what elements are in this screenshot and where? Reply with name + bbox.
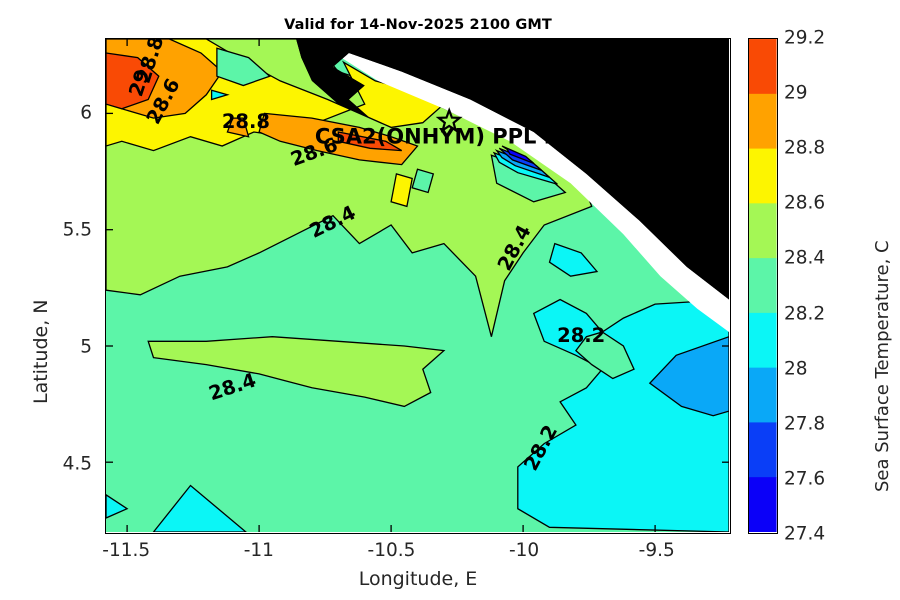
sst-region-29.0-sliver <box>337 131 403 152</box>
y-tick-1: 5.5 <box>62 219 92 241</box>
sst-region-27.4-upwelling <box>501 145 535 165</box>
colorbar-band-27.4 <box>749 477 777 532</box>
colorbar-tick-0: 29.2 <box>784 27 826 49</box>
colorbar-label: Sea Surface Temperature, C <box>872 240 893 492</box>
colorbar-band-28.4 <box>749 203 777 259</box>
contour-label-3: 28.8 <box>222 110 270 133</box>
colorbar-tick-2: 28.8 <box>784 137 826 159</box>
sst-region-28.0-speck <box>210 89 230 101</box>
sst-region-28.2-nw-patch <box>216 47 271 87</box>
sst-region-28.0-sw <box>152 484 247 532</box>
x-tick-4: -9.5 <box>638 540 675 561</box>
sst-region-28.0-coastpatch <box>548 242 599 277</box>
colorbar-tick-7: 27.8 <box>784 413 826 435</box>
sst-region-28.6-sliver <box>390 173 413 208</box>
colorbar-band-28 <box>749 312 777 369</box>
colorbar-band-27.8 <box>749 367 777 424</box>
sst-region-28.4-south <box>147 336 446 408</box>
x-tick-1: -11 <box>243 540 274 561</box>
y-axis-label: Latitude, N <box>30 299 52 405</box>
colorbar-band-27.6 <box>749 422 777 478</box>
sst-region-29.0-core <box>106 52 160 110</box>
sst-region-28.8-triangle <box>226 117 250 138</box>
x-tick-3: -10 <box>508 540 540 561</box>
x-tick-2: -10.5 <box>367 540 416 561</box>
colorbar-tick-3: 28.6 <box>784 192 826 214</box>
colorbar-band-28.6 <box>749 148 777 204</box>
colorbar-tick-9: 27.4 <box>784 523 826 545</box>
colorbar-tick-8: 27.6 <box>784 468 826 490</box>
y-tick-3: 4.5 <box>62 453 92 475</box>
star-marker <box>435 107 463 133</box>
sst-region-28.2-notch <box>411 168 435 194</box>
colorbar-band-28.8 <box>749 93 777 150</box>
sst-region-28.2-inlet <box>575 331 635 380</box>
colorbar-tick-4: 28.4 <box>784 247 826 269</box>
colorbar-band-29 <box>749 39 777 95</box>
colorbar-band-28.2 <box>749 258 777 314</box>
contour-label-8: 28.2 <box>557 324 605 347</box>
colorbar-tick-1: 29 <box>784 82 808 104</box>
map-axes: 28.8 29 28.6 28.8 28.6 28.4 28.4 28.4 28.2 28.2 CS… <box>105 38 731 534</box>
page-title: Valid for 14-Nov-2025 2100 GMT <box>284 17 552 33</box>
x-tick-0: -11.5 <box>102 540 151 561</box>
sst-region-27.8-se-wedge <box>648 336 729 417</box>
colorbar <box>748 38 778 534</box>
x-axis-label: Longitude, E <box>358 568 478 590</box>
land-mass-overlay <box>296 39 729 300</box>
y-tick-2: 5 <box>80 336 92 358</box>
sst-region-28.0-w-edge <box>106 494 129 519</box>
colorbar-tick-6: 28 <box>784 358 808 380</box>
y-tick-0: 6 <box>80 102 92 124</box>
colorbar-bands <box>749 39 777 532</box>
colorbar-tick-5: 28.2 <box>784 303 826 325</box>
